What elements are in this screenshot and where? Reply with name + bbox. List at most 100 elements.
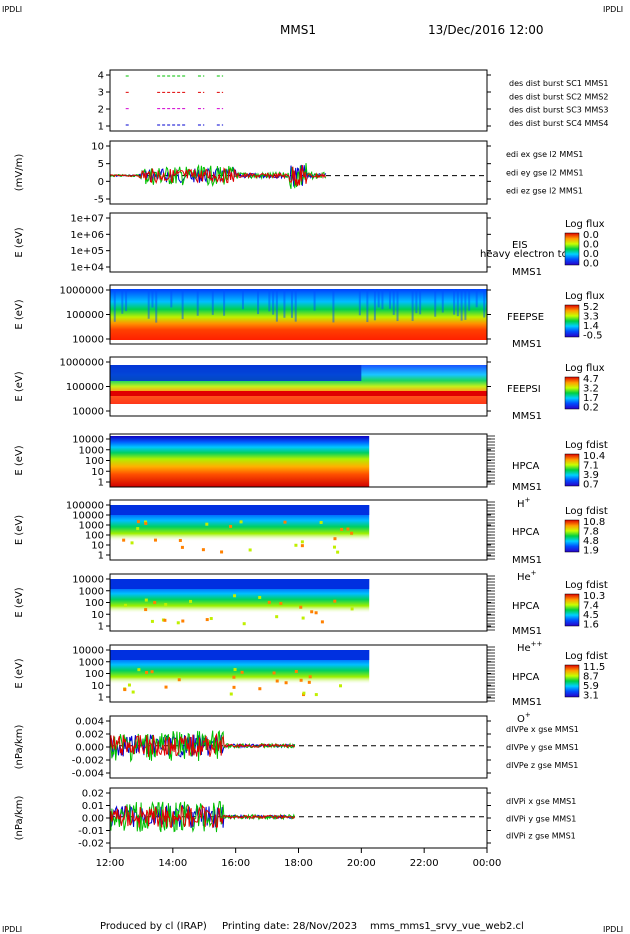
y-axis-label: E (eV) bbox=[14, 227, 25, 257]
legend-entry: dIVPe x gse MMS1 bbox=[506, 725, 579, 734]
spectrogram-speck bbox=[346, 527, 350, 531]
y-tick-label: 1e+05 bbox=[70, 246, 104, 257]
instrument-label: HPCA bbox=[512, 461, 540, 472]
y-tick-label: 10 bbox=[91, 681, 104, 692]
spectrogram-speck bbox=[319, 520, 323, 524]
spectrogram-stripe bbox=[283, 289, 286, 318]
y-tick-label: 10000 bbox=[72, 511, 104, 522]
date-time: 13/Dec/2016 12:00 bbox=[428, 23, 544, 37]
spectrogram-stripe bbox=[211, 289, 214, 315]
y-tick-label: 100 bbox=[85, 456, 104, 467]
x-tick-label: 20:00 bbox=[347, 858, 376, 869]
spectrogram-speck bbox=[350, 531, 354, 535]
y-tick-label: 1 bbox=[98, 693, 104, 704]
spacecraft-label: MMS1 bbox=[512, 339, 542, 350]
spectrogram-top-band bbox=[110, 505, 370, 515]
spectrogram-stripe bbox=[290, 289, 293, 318]
spectrogram-stripe bbox=[196, 289, 199, 316]
y-tick-label: 1000000 bbox=[59, 286, 104, 297]
colorbar-title: Log flux bbox=[565, 219, 605, 230]
legend-entry: des dist burst SC4 MMS4 bbox=[509, 119, 608, 128]
spectrogram-speck bbox=[294, 543, 298, 547]
spectrogram-speck bbox=[239, 520, 243, 524]
spectrogram-stripe bbox=[460, 289, 463, 321]
x-tick-label: 00:00 bbox=[473, 858, 502, 869]
spectrogram-band bbox=[110, 391, 487, 396]
spectrogram-speck bbox=[153, 538, 157, 542]
colorbar bbox=[564, 453, 580, 487]
spectrogram-speck bbox=[242, 622, 246, 626]
spectrogram-stripe bbox=[396, 289, 399, 322]
colorbar-tick-label: 1.7 bbox=[583, 393, 599, 404]
colorbar-title: Log flux bbox=[565, 291, 605, 302]
spectrogram-speck bbox=[144, 522, 148, 526]
colorbar-title: Log flux bbox=[565, 363, 605, 374]
spectrogram-speck bbox=[122, 538, 126, 542]
colorbar-tick-label: 10.4 bbox=[583, 451, 605, 462]
y-tick-label: 10000 bbox=[72, 575, 104, 586]
panel-burst: 4 3 2 1 des dist burst SC1 MMS1 des dist burs… bbox=[98, 69, 608, 133]
species-overlay-label: heavy electron to bbox=[480, 249, 568, 260]
panel-feepsi-plot-area bbox=[110, 365, 487, 404]
legend-entry: dIVPe z gse MMS1 bbox=[506, 761, 578, 770]
series-2 bbox=[109, 804, 296, 829]
footer-filename: mms_mms1_srvy_vue_web2.cl bbox=[370, 921, 524, 932]
colorbar bbox=[564, 664, 580, 698]
y-tick-label: 10 bbox=[91, 467, 104, 478]
y-tick-label: 5 bbox=[98, 159, 104, 170]
spectrogram-speck bbox=[333, 537, 337, 541]
y-tick-label: 1000 bbox=[79, 586, 104, 597]
spectrogram-speck bbox=[300, 544, 304, 548]
spectrogram-speck bbox=[144, 608, 148, 612]
spectrogram-speck bbox=[301, 616, 305, 620]
spectrogram-speck bbox=[248, 548, 252, 552]
y-tick-label: 100000 bbox=[66, 310, 104, 321]
spectrogram-speck bbox=[232, 685, 236, 689]
y-tick-label: 0.002 bbox=[75, 730, 104, 741]
instrument-label: FEEPSI bbox=[507, 384, 541, 395]
spectrogram-speck bbox=[299, 605, 303, 609]
y-tick-label: 1 bbox=[98, 551, 104, 562]
panel-eis-frame bbox=[109, 212, 488, 273]
instrument-label: EIS bbox=[512, 240, 528, 251]
species-label: O+ bbox=[517, 711, 531, 725]
legend-entry: edi ez gse l2 MMS1 bbox=[506, 187, 583, 196]
spectrogram-stripe bbox=[381, 289, 384, 310]
colorbar-tick-label: 3.2 bbox=[583, 384, 599, 395]
y-tick-label: 100 bbox=[85, 598, 104, 609]
colorbar-title: Log fdist bbox=[565, 651, 608, 662]
spectrogram-speck bbox=[181, 619, 185, 623]
y-tick-label: 2 bbox=[98, 105, 104, 116]
legend-entry: des dist burst SC2 MMS2 bbox=[509, 92, 608, 101]
spectrogram-speck bbox=[294, 670, 298, 674]
spectrogram-stripe bbox=[419, 289, 422, 315]
spectrogram-stripe bbox=[358, 289, 361, 316]
spectrogram-speck bbox=[232, 675, 236, 679]
colorbar-tick-label: 10.3 bbox=[583, 591, 605, 602]
spectrogram-speck bbox=[123, 688, 127, 692]
spectrogram-speck bbox=[300, 540, 304, 544]
y-tick-label: 10 bbox=[91, 541, 104, 552]
y-tick-label: 1e+07 bbox=[70, 214, 104, 225]
shared-time-axis: 12:00 14:00 16:00 18:00 20:00 22:00 00:00 bbox=[96, 848, 502, 869]
spectrogram-stripe bbox=[125, 289, 128, 312]
colorbar-title: Log fdist bbox=[565, 580, 608, 591]
spectrogram-stripe bbox=[272, 289, 275, 315]
spectrogram-speck bbox=[310, 610, 314, 614]
spectrogram-fill bbox=[110, 289, 487, 340]
colorbar-tick-label: 3.3 bbox=[583, 312, 599, 323]
colorbar-tick-label: 5.2 bbox=[583, 302, 599, 313]
spectrogram-stripe bbox=[155, 289, 158, 323]
spectrogram-fill bbox=[110, 436, 370, 487]
legend-entry: edi ey gse l2 MMS1 bbox=[506, 168, 584, 177]
panel-divpi-plot-area bbox=[109, 800, 487, 833]
panel-divpi: 0.020.01 0.00-0.01 -0.02 (nPa/km) dIVPi x gs… bbox=[14, 787, 576, 850]
panel-hpca_he1-frame bbox=[109, 499, 488, 561]
y-tick-label: 10000 bbox=[72, 335, 104, 346]
spectrogram-speck bbox=[209, 617, 213, 621]
spectrogram-speck bbox=[150, 670, 154, 674]
spectrogram-speck bbox=[299, 678, 303, 682]
y-tick-label: -0.004 bbox=[72, 769, 104, 780]
panel-burst-plot-area bbox=[125, 75, 224, 126]
